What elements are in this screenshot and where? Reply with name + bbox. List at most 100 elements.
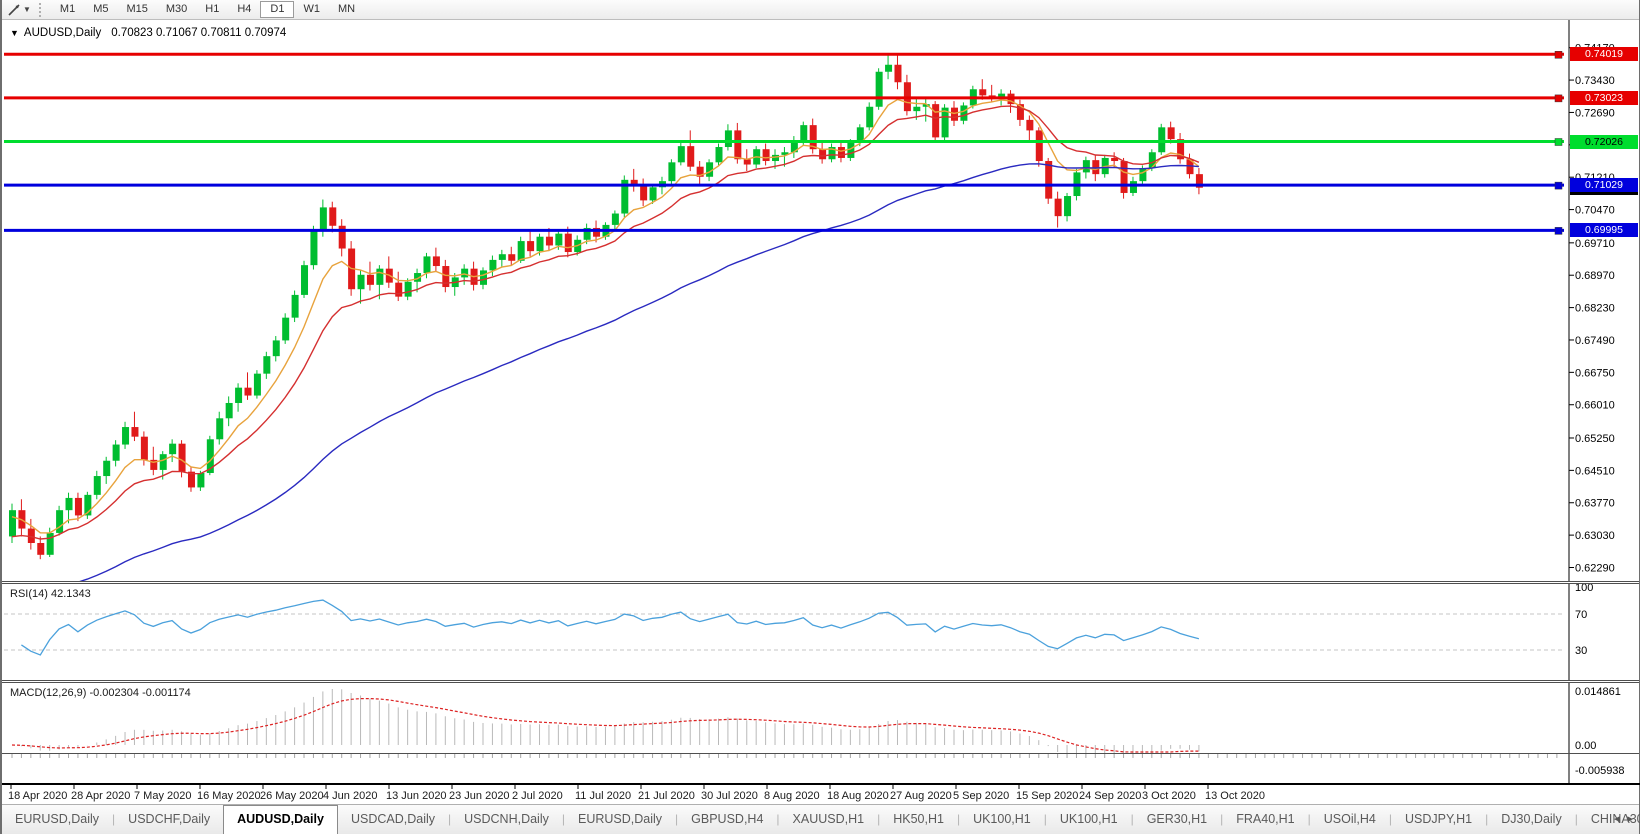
candlestick-chart[interactable]: 0.741700.734300.726900.719500.712100.704… bbox=[2, 20, 1640, 581]
svg-text:0.67490: 0.67490 bbox=[1575, 335, 1615, 347]
chart-tab-UK100-H1[interactable]: UK100,H1 bbox=[1059, 812, 1118, 826]
chart-ohlc-values: 0.70823 0.71067 0.70811 0.70974 bbox=[111, 27, 287, 39]
timeframe-button-M1[interactable]: M1 bbox=[59, 3, 76, 15]
svg-text:0.68970: 0.68970 bbox=[1575, 270, 1615, 282]
price-axis-ticks: 0.741700.734300.726900.719500.712100.704… bbox=[1569, 43, 1615, 574]
rsi-pane[interactable]: 100 70 30 RSI(14) 42.1343 bbox=[2, 583, 1639, 681]
tab-separator: | bbox=[1130, 812, 1134, 826]
timeframe-buttons: M1 M5 M15 M30 H1 H4 D1 W1 MN bbox=[51, 1, 364, 18]
svg-text:2 Jul 2020: 2 Jul 2020 bbox=[512, 790, 563, 802]
svg-text:11 Jul 2020: 11 Jul 2020 bbox=[575, 790, 631, 802]
candlesticks bbox=[9, 52, 1203, 560]
chart-tab-USDCNH-Daily[interactable]: USDCNH,Daily bbox=[464, 812, 549, 826]
fast-ma-line bbox=[11, 98, 1200, 534]
level-price-badge: 0.72026 bbox=[1570, 134, 1638, 149]
svg-text:26 May 2020: 26 May 2020 bbox=[260, 790, 324, 802]
svg-text:23 Jun 2020: 23 Jun 2020 bbox=[449, 790, 510, 802]
svg-text:0.66750: 0.66750 bbox=[1575, 367, 1615, 379]
timeframe-button-H1[interactable]: H1 bbox=[205, 3, 220, 15]
svg-text:0.65250: 0.65250 bbox=[1575, 433, 1615, 445]
tab-scroll-left-icon[interactable]: ◂ bbox=[1613, 813, 1620, 825]
tab-separator: | bbox=[877, 812, 881, 826]
chart-tab-HK50-H1[interactable]: HK50,H1 bbox=[893, 812, 944, 826]
timeframe-button-M5[interactable]: M5 bbox=[93, 3, 109, 15]
drawing-tool-button[interactable]: ▼ bbox=[2, 2, 35, 18]
timeframe-button-H4[interactable]: H4 bbox=[237, 3, 252, 15]
svg-text:0.62290: 0.62290 bbox=[1575, 562, 1615, 574]
tab-separator: | bbox=[956, 812, 961, 826]
chart-tab-DJ30-Daily[interactable]: DJ30,Daily bbox=[1501, 812, 1562, 826]
toolbar-grip[interactable] bbox=[38, 2, 45, 17]
chart-tab-EURUSD-Daily[interactable]: EURUSD,Daily bbox=[577, 812, 663, 826]
svg-text:0.00: 0.00 bbox=[1575, 740, 1596, 752]
timeframe-button-W1[interactable]: W1 bbox=[303, 3, 320, 15]
svg-text:16 May 2020: 16 May 2020 bbox=[197, 790, 261, 802]
collapse-triangle-icon[interactable]: ▼ bbox=[10, 28, 19, 38]
svg-text:0.68230: 0.68230 bbox=[1575, 303, 1615, 315]
chart-tab-CHINA300-H1[interactable]: CHINA300,H1 bbox=[1590, 812, 1640, 826]
rsi-line bbox=[21, 599, 1200, 656]
price-pane[interactable]: 0.741700.734300.726900.719500.712100.704… bbox=[2, 20, 1639, 582]
svg-text:30 Jul 2020: 30 Jul 2020 bbox=[701, 790, 758, 802]
svg-text:15 Sep 2020: 15 Sep 2020 bbox=[1016, 790, 1078, 802]
chart-tab-FRA40-H1[interactable]: FRA40,H1 bbox=[1236, 812, 1295, 826]
tab-separator: | bbox=[1307, 812, 1311, 826]
chart-tab-AUDUSD-Daily[interactable]: AUDUSD,Daily bbox=[223, 805, 338, 834]
chart-tab-USDJPY-H1[interactable]: USDJPY,H1 bbox=[1404, 812, 1473, 826]
svg-text:0.64510: 0.64510 bbox=[1575, 465, 1615, 477]
svg-text:100: 100 bbox=[1575, 584, 1593, 594]
svg-text:8 Aug 2020: 8 Aug 2020 bbox=[764, 790, 820, 802]
svg-text:24 Sep 2020: 24 Sep 2020 bbox=[1079, 790, 1141, 802]
chart-tab-EURUSD-Daily[interactable]: EURUSD,Daily bbox=[15, 812, 100, 826]
tab-separator: | bbox=[1388, 812, 1392, 826]
chart-tab-GBPUSD-H4[interactable]: GBPUSD,H4 bbox=[691, 812, 764, 826]
svg-text:18 Aug 2020: 18 Aug 2020 bbox=[827, 790, 889, 802]
svg-text:0.66010: 0.66010 bbox=[1575, 400, 1615, 412]
slow-ma-line bbox=[79, 163, 1199, 581]
tab-separator: | bbox=[776, 812, 780, 826]
svg-text:0.69710: 0.69710 bbox=[1575, 238, 1615, 250]
tab-separator: | bbox=[1485, 812, 1489, 826]
svg-text:70: 70 bbox=[1575, 609, 1587, 621]
macd-label: MACD(12,26,9) -0.002304 -0.001174 bbox=[10, 687, 191, 699]
svg-text:4 Jun 2020: 4 Jun 2020 bbox=[323, 790, 377, 802]
rsi-chart[interactable]: 100 70 30 bbox=[2, 584, 1640, 680]
svg-text:0.63770: 0.63770 bbox=[1575, 498, 1615, 510]
svg-text:3 Oct 2020: 3 Oct 2020 bbox=[1142, 790, 1196, 802]
svg-text:30: 30 bbox=[1575, 645, 1587, 657]
chart-tab-USDCHF-Daily[interactable]: USDCHF,Daily bbox=[128, 812, 211, 826]
svg-text:13 Jun 2020: 13 Jun 2020 bbox=[386, 790, 447, 802]
macd-histogram bbox=[20, 689, 1200, 753]
chart-tab-UK100-H1[interactable]: UK100,H1 bbox=[973, 812, 1031, 826]
chart-tab-USDCAD-Daily[interactable]: USDCAD,Daily bbox=[350, 812, 435, 826]
timeframe-button-M30[interactable]: M30 bbox=[165, 3, 188, 15]
timeframe-button-D1[interactable]: D1 bbox=[260, 1, 295, 18]
time-axis[interactable]: -0.005938 18 Apr 2020 28 Apr 2020 7 May 202… bbox=[2, 754, 1640, 804]
timeframe-toolbar: ▼ M1 M5 M15 M30 H1 H4 D1 W1 MN bbox=[2, 0, 1639, 20]
macd-pane[interactable]: 0.014861 0.00 MACD(12,26,9) -0.002304 -0.… bbox=[2, 682, 1639, 754]
svg-text:13 Oct 2020: 13 Oct 2020 bbox=[1205, 790, 1265, 802]
svg-text:0.014861: 0.014861 bbox=[1575, 686, 1621, 698]
svg-text:5 Sep 2020: 5 Sep 2020 bbox=[953, 790, 1009, 802]
timeframe-button-M15[interactable]: M15 bbox=[126, 3, 148, 15]
timeframe-button-MN[interactable]: MN bbox=[337, 3, 356, 15]
macd-signal-line bbox=[11, 698, 1199, 753]
tab-separator: | bbox=[1043, 812, 1047, 826]
chart-title: ▼ AUDUSD,Daily 0.70823 0.71067 0.70811 0.7… bbox=[10, 27, 286, 39]
tab-scroll-right-icon[interactable]: ▸ bbox=[1627, 813, 1633, 825]
macd-chart[interactable]: 0.014861 0.00 bbox=[2, 683, 1640, 753]
tab-scroll-controls: ◂ ▸ bbox=[1606, 805, 1633, 834]
chevron-down-icon[interactable]: ▼ bbox=[23, 5, 31, 14]
svg-text:0.72690: 0.72690 bbox=[1575, 107, 1615, 119]
svg-text:18 Apr 2020: 18 Apr 2020 bbox=[8, 790, 67, 802]
chart-tab-USOil-H4[interactable]: USOil,H4 bbox=[1323, 812, 1376, 826]
svg-text:0.73430: 0.73430 bbox=[1575, 75, 1615, 87]
horizontal-level-lines[interactable] bbox=[4, 51, 1564, 235]
chart-symbol-label: AUDUSD,Daily bbox=[23, 27, 102, 39]
tab-separator: | bbox=[1574, 812, 1578, 826]
chart-tab-GER30-H1[interactable]: GER30,H1 bbox=[1146, 812, 1208, 826]
chart-tab-XAUUSD-H1[interactable]: XAUUSD,H1 bbox=[792, 812, 865, 826]
level-price-badge: 0.69995 bbox=[1570, 223, 1638, 238]
tab-separator: | bbox=[561, 812, 565, 826]
